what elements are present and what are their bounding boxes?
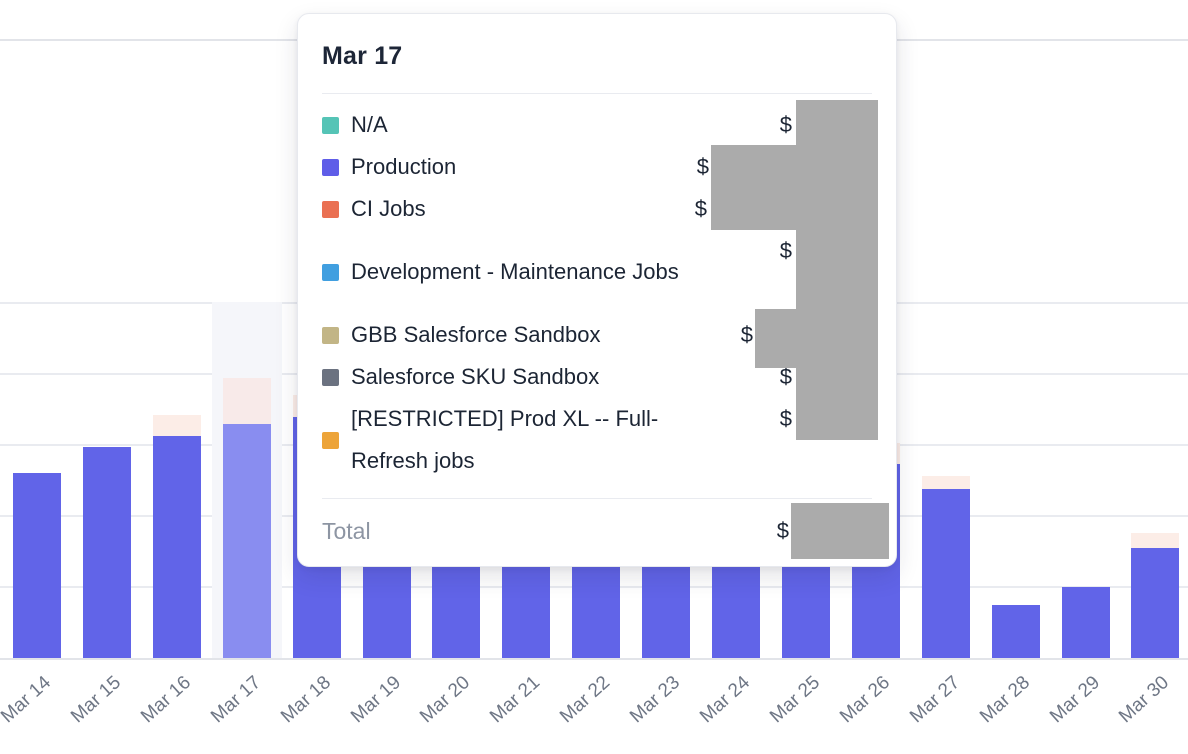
- bar-ci-jobs-mar-17[interactable]: [223, 378, 271, 424]
- bar-ci-jobs-mar-27[interactable]: [922, 476, 970, 489]
- tooltip-title: Mar 17: [322, 42, 403, 70]
- tooltip-row: [RESTRICTED] Prod XL -- Full-Refresh job…: [298, 398, 896, 482]
- tooltip-total-value: $: [776, 518, 789, 543]
- tooltip-row-value: $: [740, 322, 753, 347]
- dev-maint-swatch-icon: [322, 263, 339, 281]
- bar-production-mar-27[interactable]: [922, 489, 970, 658]
- tooltip-total-label: Total: [322, 518, 371, 544]
- tooltip-row: Salesforce SKU Sandbox $: [298, 356, 896, 398]
- tooltip-divider-bottom: [322, 498, 872, 499]
- bar-ci-jobs-mar-30[interactable]: [1131, 533, 1179, 548]
- redacted-value-box: [796, 100, 878, 440]
- ci-jobs-swatch-icon: [322, 200, 339, 218]
- tooltip-row-value: $: [779, 364, 792, 389]
- tooltip-row-value: $: [779, 406, 792, 431]
- gbb-sandbox-swatch-icon: [322, 326, 339, 344]
- bar-ci-jobs-mar-16[interactable]: [153, 415, 201, 436]
- bar-production-mar-17[interactable]: [223, 424, 271, 658]
- bar-production-mar-28[interactable]: [992, 605, 1040, 658]
- redacted-value-box: [711, 145, 796, 230]
- tooltip-row-label: Production: [351, 154, 457, 179]
- tooltip-row-value: $: [696, 154, 709, 179]
- redacted-value-box: [791, 503, 889, 559]
- bar-production-mar-15[interactable]: [83, 447, 131, 658]
- tooltip-row-label: Salesforce SKU Sandbox: [351, 364, 600, 389]
- x-axis-line: [0, 658, 1188, 660]
- tooltip-row: N/A $: [298, 104, 896, 146]
- bar-production-mar-30[interactable]: [1131, 548, 1179, 658]
- tooltip-row-label: Development - Maintenance Jobs: [351, 259, 679, 284]
- na-swatch-icon: [322, 116, 339, 134]
- tooltip-total-row: Total $: [298, 503, 896, 559]
- tooltip-row: Production $: [298, 146, 896, 188]
- bar-production-mar-29[interactable]: [1062, 587, 1110, 658]
- tooltip-row-label: N/A: [351, 112, 388, 137]
- tooltip-row-label: CI Jobs: [351, 196, 426, 221]
- tooltip-row-label: GBB Salesforce Sandbox: [351, 322, 601, 347]
- tooltip-row-value: $: [779, 112, 792, 137]
- tooltip-row-label: [RESTRICTED] Prod XL -- Full-Refresh job…: [351, 406, 659, 473]
- tooltip-row: GBB Salesforce Sandbox $: [298, 314, 896, 356]
- tooltip-row-value: $: [694, 196, 707, 221]
- tooltip-row-value: $: [779, 238, 792, 263]
- bar-production-mar-14[interactable]: [13, 473, 61, 658]
- tooltip-row: CI Jobs $: [298, 188, 896, 230]
- bar-production-mar-16[interactable]: [153, 436, 201, 658]
- tooltip-row: Development - Maintenance Jobs $: [298, 230, 896, 314]
- restricted-swatch-icon: [322, 431, 339, 449]
- tooltip-rows: N/A $ Production $ CI Jobs $ Development - Mai…: [298, 104, 896, 482]
- chart-tooltip: Mar 17 N/A $ Production $ CI Jobs $ Developmen…: [297, 13, 897, 567]
- production-swatch-icon: [322, 158, 339, 176]
- tooltip-divider-top: [322, 93, 872, 94]
- redacted-value-box: [755, 309, 796, 368]
- sku-sandbox-swatch-icon: [322, 368, 339, 386]
